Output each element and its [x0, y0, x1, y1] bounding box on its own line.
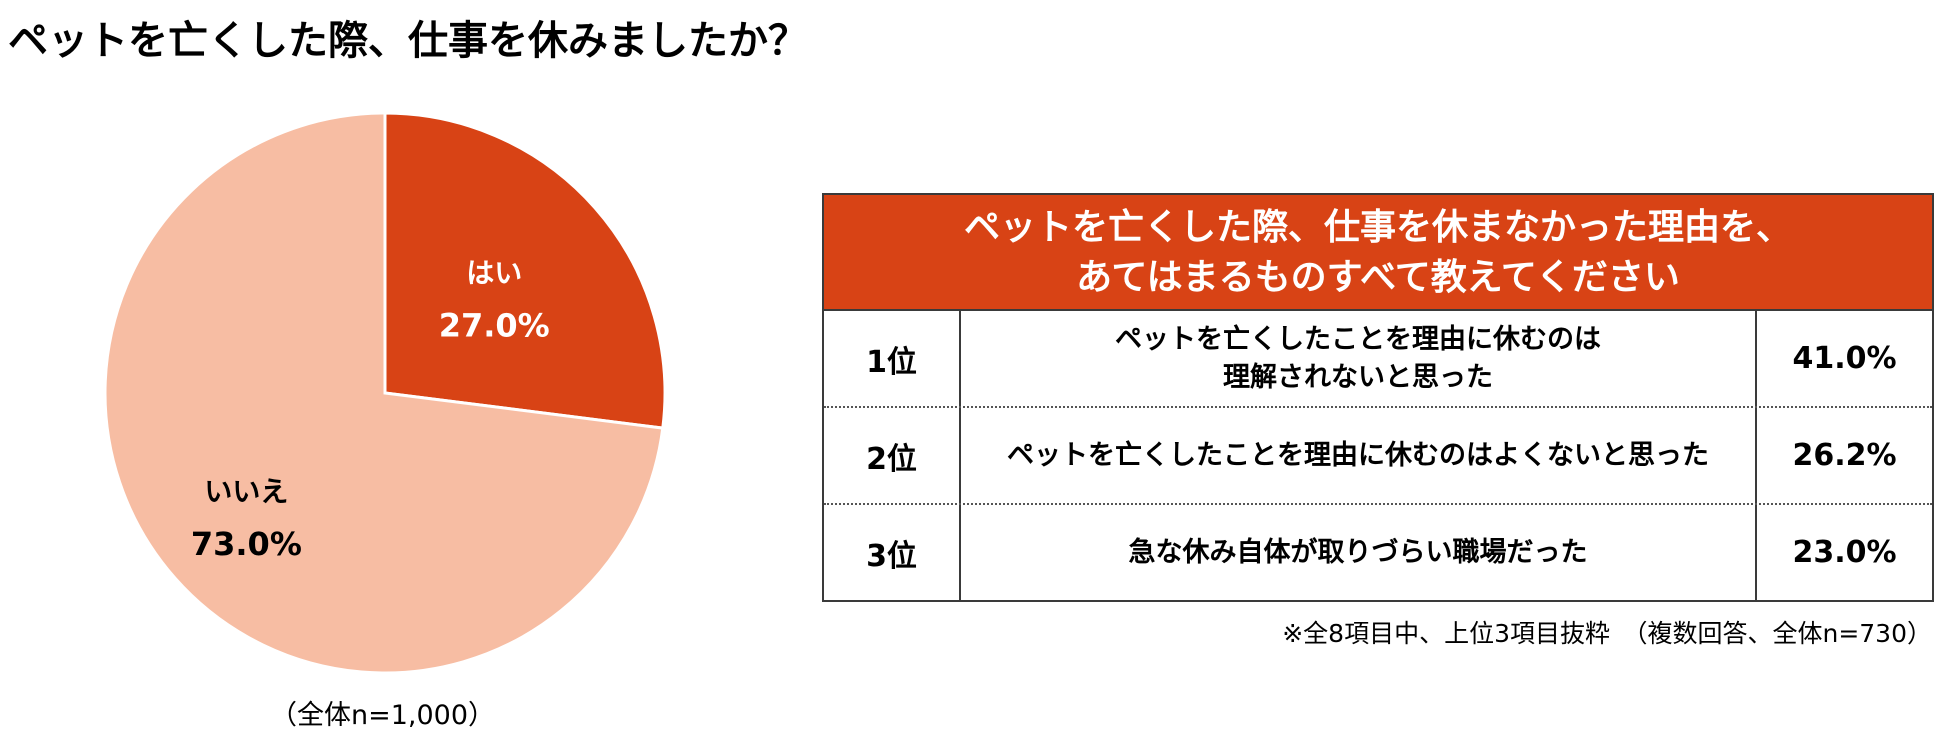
pie-sample-note: （全体n=1,000）: [270, 700, 496, 731]
pie-category-label: はい: [466, 257, 522, 290]
table-header: ペットを亡くした際、仕事を休まなかった理由を、 あてはまるものすべて教えてくださ…: [824, 195, 1932, 311]
reason-line: 理解されないと思った: [1223, 361, 1493, 393]
rank-cell: 3位: [824, 505, 961, 600]
pie-chart: はい 27.0% いいえ 73.0%: [100, 108, 670, 678]
rank-cell: 1位: [824, 311, 961, 406]
page-title: ペットを亡くした際、仕事を休みましたか？: [8, 18, 808, 64]
table-header-line-1: ペットを亡くした際、仕事を休まなかった理由を、: [963, 207, 1792, 248]
reason-cell: ペットを亡くしたことを理由に休むのはよくないと思った: [961, 408, 1757, 503]
reason-line: 急な休み自体が取りづらい職場だった: [1128, 536, 1588, 568]
percent-cell: 23.0%: [1792, 535, 1897, 570]
percent-cell: 26.2%: [1792, 438, 1897, 473]
table-header-line-2: あてはまるものすべて教えてください: [1076, 257, 1680, 298]
rank-cell: 2位: [824, 408, 961, 503]
pie-category-label: いいえ: [204, 475, 288, 508]
table-row: 1位 ペットを亡くしたことを理由に休むのは 理解されないと思った 41.0%: [824, 311, 1932, 406]
pie-slice-1: [383, 111, 667, 430]
table-row: 3位 急な休み自体が取りづらい職場だった 23.0%: [824, 503, 1932, 600]
pie-value-label: 73.0%: [191, 525, 302, 563]
table-footnote: ※全8項目中、上位3項目抜粋 （複数回答、全体n=730）: [1282, 619, 1932, 648]
reason-cell: ペットを亡くしたことを理由に休むのは 理解されないと思った: [961, 311, 1757, 406]
reasons-table: ペットを亡くした際、仕事を休まなかった理由を、 あてはまるものすべて教えてくださ…: [822, 193, 1934, 602]
table-row: 2位 ペットを亡くしたことを理由に休むのはよくないと思った 26.2%: [824, 406, 1932, 503]
percent-cell: 41.0%: [1792, 341, 1897, 376]
reason-line: ペットを亡くしたことを理由に休むのはよくないと思った: [1007, 439, 1709, 471]
pie-value-label: 27.0%: [439, 307, 550, 345]
pie-slice-2: [103, 111, 665, 675]
reason-cell: 急な休み自体が取りづらい職場だった: [961, 505, 1757, 600]
pie-chart-svg: はい 27.0% いいえ 73.0%: [103, 111, 667, 675]
reason-line: ペットを亡くしたことを理由に休むのは: [1115, 323, 1601, 355]
